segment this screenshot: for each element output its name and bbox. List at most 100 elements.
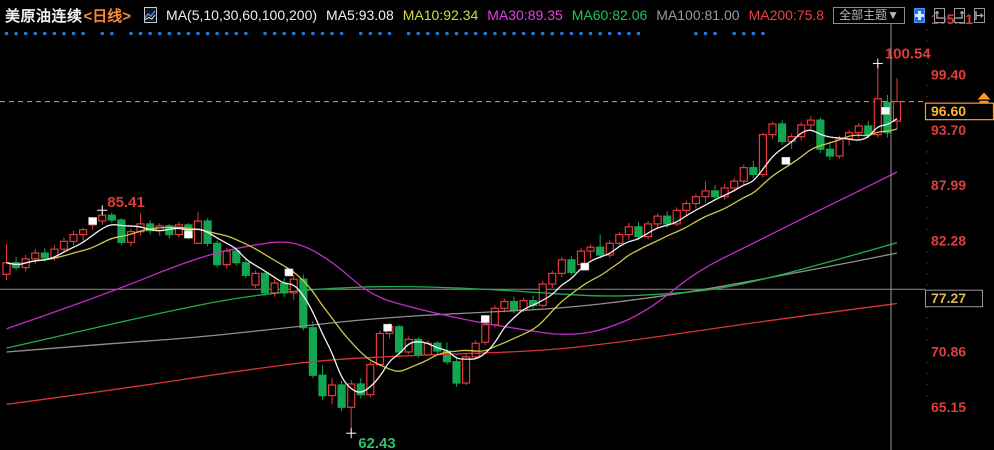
- candle-down[interactable]: [394, 326, 404, 353]
- axis-scale-left-icon[interactable]: [933, 7, 945, 23]
- candle-up[interactable]: [720, 187, 729, 198]
- current-price-label: 96.60: [931, 103, 966, 119]
- ma-config-label[interactable]: MA(5,10,30,60,100,200): [166, 7, 318, 23]
- candle-up[interactable]: [174, 224, 183, 236]
- candle-up[interactable]: [730, 180, 739, 189]
- axis-minor-tick: [926, 173, 928, 176]
- candle-down[interactable]: [117, 219, 126, 243]
- period-label[interactable]: <日线>: [83, 7, 132, 25]
- candle-up[interactable]: [2, 262, 11, 275]
- candle-up[interactable]: [701, 190, 710, 198]
- candle-down[interactable]: [567, 259, 576, 274]
- candle-up[interactable]: [892, 101, 902, 122]
- candle-up[interactable]: [739, 167, 748, 182]
- candle-down[interactable]: [299, 278, 308, 329]
- candle-up[interactable]: [653, 215, 662, 225]
- candle-up[interactable]: [347, 383, 356, 408]
- candle-down[interactable]: [11, 262, 21, 269]
- candle-down[interactable]: [40, 252, 49, 259]
- axis-pan-icon[interactable]: [973, 7, 985, 23]
- candle-down[interactable]: [241, 262, 250, 276]
- candle-down[interactable]: [107, 214, 116, 221]
- candle-up[interactable]: [375, 332, 385, 366]
- candle-down[interactable]: [318, 374, 327, 397]
- candle-up[interactable]: [327, 384, 337, 397]
- axis-scale-right-icon[interactable]: [953, 7, 965, 23]
- signal-dot: [521, 31, 526, 36]
- layout-grid-icon[interactable]: [913, 7, 925, 23]
- candle-up[interactable]: [366, 363, 375, 396]
- candle-up[interactable]: [481, 324, 490, 343]
- candle-up[interactable]: [758, 134, 768, 176]
- candle-up[interactable]: [462, 356, 471, 384]
- candle-down[interactable]: [260, 272, 270, 294]
- candle-up[interactable]: [222, 250, 231, 266]
- candle-up[interactable]: [270, 282, 279, 294]
- candle-down[interactable]: [710, 190, 720, 198]
- candle-down[interactable]: [452, 361, 461, 384]
- symbol-title: 美原油连续: [5, 7, 83, 25]
- candle-down[interactable]: [337, 384, 346, 408]
- gap-marker: [383, 323, 392, 332]
- candle-down[interactable]: [232, 250, 241, 264]
- signal-dot: [62, 31, 66, 36]
- candle-up[interactable]: [59, 240, 69, 250]
- candle-up[interactable]: [548, 272, 557, 285]
- candle-down[interactable]: [663, 215, 672, 225]
- signal-dot: [741, 31, 746, 36]
- signal-dot: [406, 31, 411, 36]
- axis-minor-tick: [926, 339, 928, 342]
- signal-dot: [493, 31, 497, 36]
- scroll-up-arrow-icon[interactable]: [977, 92, 991, 100]
- candle-up[interactable]: [126, 231, 136, 243]
- signal-dot: [71, 31, 76, 36]
- candle-down[interactable]: [356, 383, 365, 396]
- candle-up[interactable]: [873, 98, 882, 136]
- scroll-up-arrow-icon[interactable]: [979, 100, 989, 103]
- axis-minor-tick: [926, 250, 928, 253]
- candle-up[interactable]: [193, 220, 203, 244]
- signal-dot: [627, 31, 631, 36]
- candle-down[interactable]: [634, 226, 643, 238]
- candle-up[interactable]: [643, 223, 653, 238]
- candle-down[interactable]: [777, 123, 787, 143]
- signal-dot: [445, 31, 449, 36]
- candle-up[interactable]: [78, 229, 88, 236]
- candle-up[interactable]: [586, 246, 595, 252]
- candle-down[interactable]: [749, 167, 758, 176]
- ma5-line: [6, 118, 898, 393]
- candle-up[interactable]: [490, 307, 499, 326]
- candle-up[interactable]: [691, 196, 701, 205]
- candle-up[interactable]: [806, 119, 815, 126]
- candle-up[interactable]: [500, 300, 509, 309]
- candle-down[interactable]: [509, 300, 519, 311]
- candle-up[interactable]: [854, 125, 863, 134]
- signal-dot: [703, 31, 708, 36]
- candle-up[interactable]: [98, 214, 107, 222]
- candle-up[interactable]: [31, 252, 40, 260]
- theme-dropdown[interactable]: 全部主题▼: [833, 6, 905, 24]
- candle-up[interactable]: [251, 272, 260, 286]
- candle-down[interactable]: [596, 246, 605, 256]
- candle-down[interactable]: [146, 223, 155, 232]
- candle-up[interactable]: [538, 283, 547, 307]
- candle-down[interactable]: [825, 148, 835, 157]
- candle-up[interactable]: [404, 338, 413, 353]
- candle-up[interactable]: [576, 250, 586, 266]
- axis-label: 87.99: [931, 177, 966, 193]
- candle-down[interactable]: [308, 327, 317, 376]
- indicator-chart-icon[interactable]: [144, 7, 158, 23]
- candle-up[interactable]: [557, 259, 566, 274]
- candle-up[interactable]: [471, 342, 480, 358]
- candle-up[interactable]: [768, 123, 777, 136]
- candle-up[interactable]: [672, 209, 681, 225]
- candle-up[interactable]: [615, 233, 624, 244]
- candle-up[interactable]: [69, 233, 78, 242]
- candle-up[interactable]: [682, 202, 691, 211]
- signal-dot: [339, 31, 344, 36]
- candle-up[interactable]: [605, 242, 614, 256]
- candle-down[interactable]: [864, 125, 873, 136]
- signal-dot: [177, 31, 181, 36]
- candle-up[interactable]: [624, 226, 633, 236]
